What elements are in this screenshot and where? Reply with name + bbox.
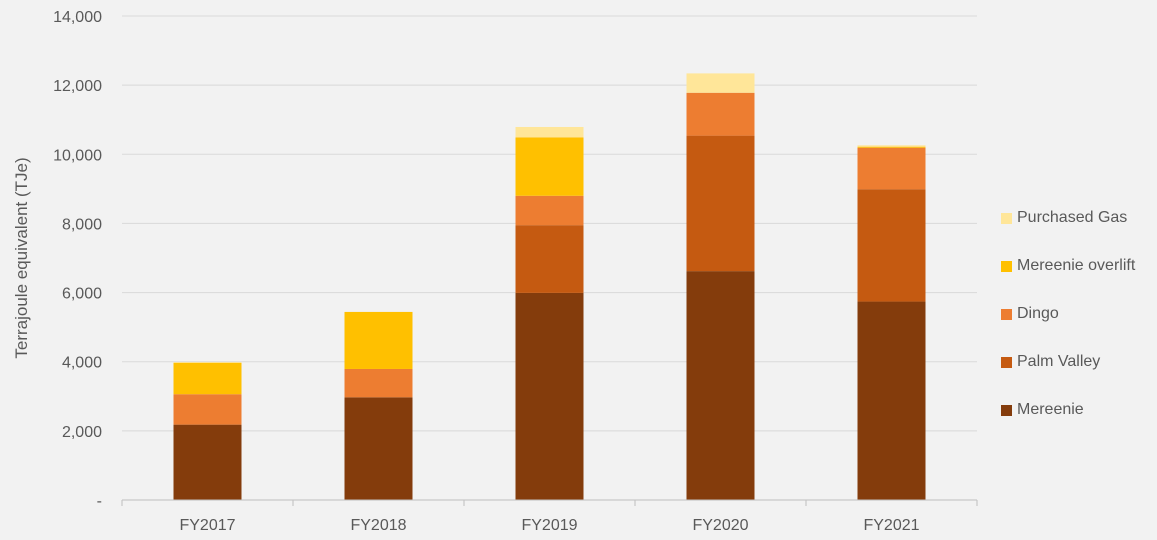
bar-segment: [173, 362, 242, 395]
bar-segment: [173, 394, 242, 425]
legend-item: Palm Valley: [1001, 350, 1135, 374]
bar-segment: [344, 368, 413, 398]
bar-segment: [686, 73, 755, 93]
legend-label: Palm Valley: [1017, 353, 1101, 370]
bar-segment: [857, 301, 926, 500]
y-tick-label: 12,000: [53, 78, 102, 95]
bar-segment: [686, 271, 755, 500]
bar-segment: [344, 397, 413, 500]
x-tick-label: FY2018: [350, 517, 406, 534]
legend-swatch: [1001, 404, 1012, 416]
bar-segment: [857, 189, 926, 302]
y-tick-label: 10,000: [53, 147, 102, 164]
bar-segment: [857, 145, 926, 147]
bars: [173, 73, 926, 500]
bar-segment: [173, 362, 242, 363]
bar-segment: [344, 311, 413, 369]
bar-segment: [686, 135, 755, 272]
bar-segment: [857, 147, 926, 190]
bar-segment: [515, 126, 584, 138]
y-tick-label: 2,000: [62, 424, 102, 441]
legend-swatch: [1001, 356, 1012, 368]
legend-item: Mereenie overlift: [1001, 254, 1135, 278]
legend: Purchased Gas Mereenie overlift Dingo Palm …: [1001, 206, 1135, 422]
legend-label: Purchased Gas: [1017, 209, 1128, 226]
y-axis-title: Terrajoule equivalent (TJe): [12, 157, 31, 358]
x-tick-label: FY2021: [863, 517, 919, 534]
x-tick-label: FY2017: [179, 517, 235, 534]
bar-segment: [686, 92, 755, 136]
legend-item: Dingo: [1001, 302, 1135, 326]
axes: - 2,000 4,000 6,000 8,000 10,000 12,000 14,000 F…: [53, 9, 978, 534]
bar-segment: [857, 146, 926, 148]
y-tick-label: 4,000: [62, 355, 102, 372]
bar-segment: [173, 424, 242, 500]
bar-segment: [515, 137, 584, 196]
legend-label: Dingo: [1017, 305, 1059, 322]
y-tick-label: -: [97, 493, 102, 510]
legend-label: Mereenie: [1017, 401, 1084, 418]
x-tick-label: FY2019: [521, 517, 577, 534]
legend-swatch: [1001, 308, 1012, 320]
y-tick-label: 8,000: [62, 216, 102, 233]
legend-swatch: [1001, 260, 1012, 272]
bar-segment: [515, 195, 584, 226]
legend-item: Mereenie: [1001, 398, 1135, 422]
bar-segment: [515, 225, 584, 293]
y-tick-label: 6,000: [62, 286, 102, 303]
legend-item: Purchased Gas: [1001, 206, 1135, 230]
bar-segment: [515, 292, 584, 500]
legend-label: Mereenie overlift: [1017, 257, 1136, 274]
x-tick-label: FY2020: [692, 517, 748, 534]
y-tick-label: 14,000: [53, 9, 102, 26]
legend-swatch: [1001, 212, 1012, 224]
